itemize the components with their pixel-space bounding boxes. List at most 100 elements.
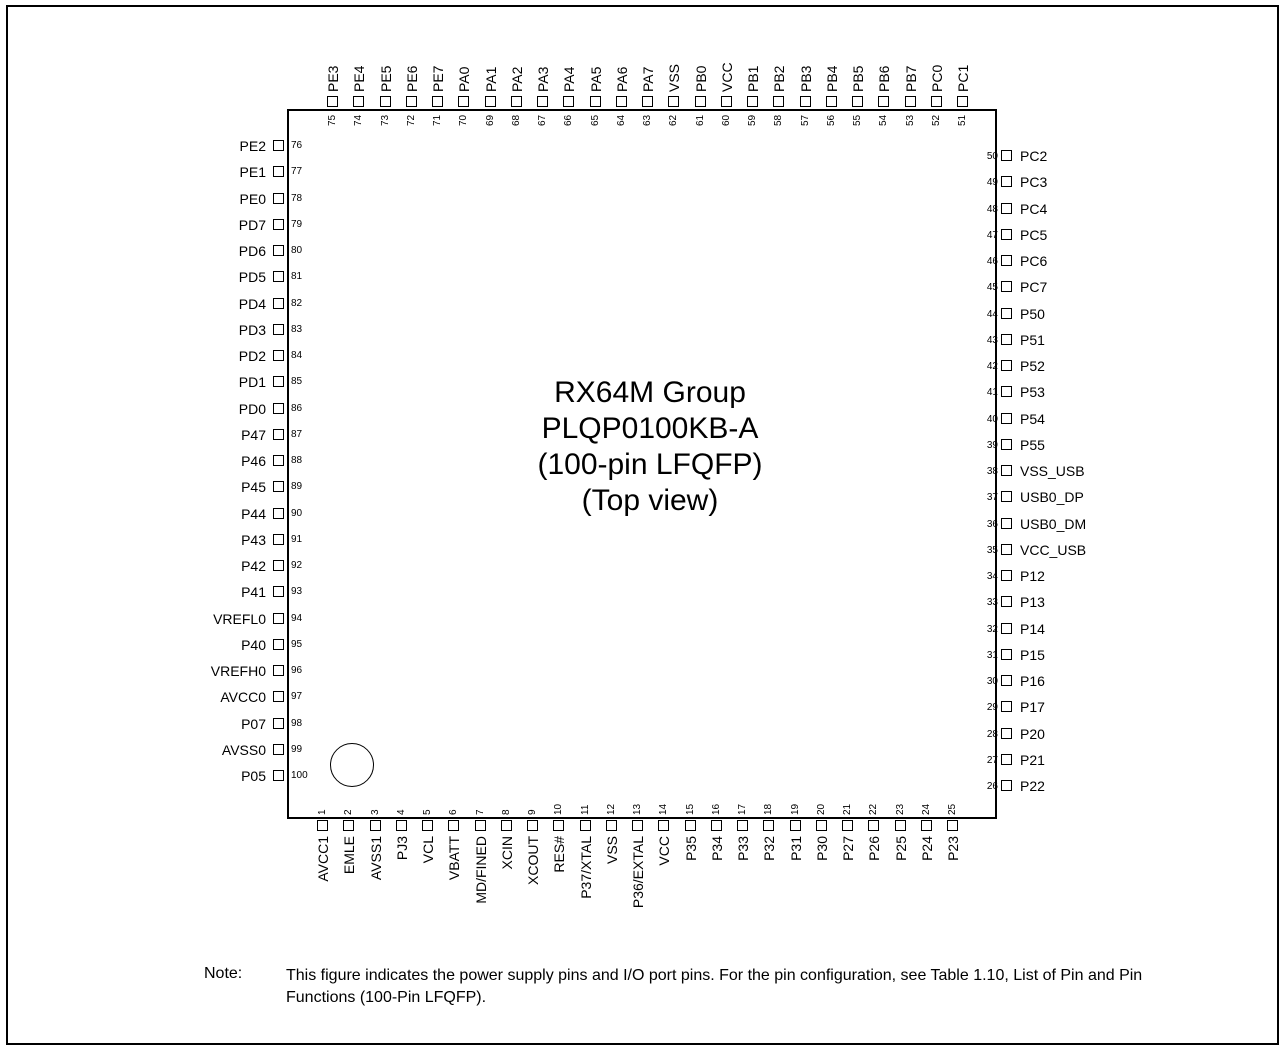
pin-pad-22 <box>868 820 880 831</box>
pin-pad-35 <box>1001 543 1012 555</box>
pin-number-64: 64 <box>615 114 627 126</box>
pin-number-79: 79 <box>291 218 303 230</box>
pin-label-10: RES# <box>551 836 568 873</box>
pin-pad-37 <box>1001 491 1012 503</box>
pin-number-95: 95 <box>291 638 303 650</box>
pin-label-62: VSS <box>666 63 683 92</box>
pin-pad-89 <box>273 481 284 493</box>
pin-pad-83 <box>273 323 284 335</box>
pin-number-4: 4 <box>395 809 407 815</box>
pin-number-84: 84 <box>291 350 303 361</box>
pin-label-95: P40 <box>241 636 266 653</box>
pin-label-66: PA4 <box>561 66 578 92</box>
pin-label-12: VSS <box>603 836 620 865</box>
pin-label-82: PD4 <box>238 295 266 312</box>
pin-label-37: USB0_DP <box>1020 489 1084 506</box>
pin-number-59: 59 <box>747 114 758 126</box>
pin-label-2: EMLE <box>341 836 358 875</box>
pin-pad-33 <box>1001 596 1012 608</box>
pin-number-62: 62 <box>668 114 680 126</box>
pin-label-91: P43 <box>241 531 266 548</box>
pin-label-63: PA7 <box>640 66 656 92</box>
pin-number-80: 80 <box>291 245 303 256</box>
pin-label-75: PE3 <box>325 65 341 92</box>
pin-number-33: 33 <box>986 597 998 609</box>
pin-label-69: PA1 <box>482 66 499 92</box>
pin-number-35: 35 <box>986 544 998 556</box>
pin-number-52: 52 <box>930 114 942 126</box>
pin-pad-63 <box>642 96 653 107</box>
pin-label-87: P47 <box>241 426 266 443</box>
pin-label-41: P53 <box>1020 384 1045 401</box>
pin-number-45: 45 <box>986 282 998 294</box>
title-line-pincount: (100-pin LFQFP) <box>537 448 763 481</box>
pin-pad-62 <box>668 96 680 107</box>
pin-number-7: 7 <box>474 809 486 815</box>
pin-number-74: 74 <box>353 114 365 126</box>
pin-pad-14 <box>658 820 670 831</box>
figure-frame <box>6 5 1279 1045</box>
pin-number-58: 58 <box>773 114 785 126</box>
pin-number-38: 38 <box>986 466 998 477</box>
pin-label-78: PE0 <box>239 190 266 207</box>
pin-pad-9 <box>527 820 538 831</box>
pin-number-90: 90 <box>291 507 303 519</box>
pin-pad-72 <box>405 96 417 107</box>
pin-number-27: 27 <box>986 754 998 766</box>
pin-label-98: P07 <box>241 715 266 732</box>
pin-pad-16 <box>710 820 722 831</box>
pin-pad-28 <box>1001 727 1012 739</box>
pin-label-44: P50 <box>1020 305 1045 322</box>
pin-pad-18 <box>763 820 775 831</box>
pin-label-94: VREFL0 <box>213 610 266 627</box>
pin-number-98: 98 <box>291 717 303 729</box>
pin-number-6: 6 <box>448 809 460 815</box>
pin-pad-69 <box>484 96 496 107</box>
pin-pad-36 <box>1001 517 1012 529</box>
pin-number-23: 23 <box>894 803 906 815</box>
pin-label-50: PC2 <box>1020 148 1048 164</box>
pin-label-84: PD2 <box>238 348 266 364</box>
pin-number-24: 24 <box>920 803 932 815</box>
pin-number-88: 88 <box>291 455 303 466</box>
pin-number-9: 9 <box>527 809 538 815</box>
pin-label-46: PC6 <box>1020 253 1048 269</box>
pin-label-52: PC0 <box>928 64 945 92</box>
pin-label-33: P13 <box>1020 594 1045 611</box>
pin-label-24: P24 <box>918 836 935 861</box>
pin-pad-21 <box>842 820 853 831</box>
pin-label-39: P55 <box>1020 436 1045 453</box>
pin-label-38: VSS_USB <box>1020 463 1085 479</box>
pin-number-78: 78 <box>291 192 303 204</box>
pin-label-100: P05 <box>241 768 266 784</box>
pin-pad-59 <box>747 96 758 107</box>
pin-label-31: P15 <box>1020 646 1045 663</box>
pin-number-41: 41 <box>986 387 998 399</box>
pin-number-67: 67 <box>537 114 548 126</box>
pin-number-61: 61 <box>694 114 706 126</box>
pin-pad-51 <box>957 96 968 107</box>
pin-pad-24 <box>920 820 932 831</box>
pin-label-21: P27 <box>840 836 856 861</box>
pin-number-14: 14 <box>658 803 670 815</box>
pin-pad-87 <box>273 428 284 440</box>
pin-number-94: 94 <box>291 612 303 624</box>
pin-pad-6 <box>448 820 460 831</box>
note-label: Note: <box>204 965 243 982</box>
pin-number-63: 63 <box>642 114 653 126</box>
pin-pad-80 <box>273 245 284 256</box>
pin-label-96: VREFH0 <box>210 663 266 679</box>
pin-label-57: PB3 <box>797 65 814 92</box>
pin-number-73: 73 <box>379 114 391 126</box>
pin-label-1: AVCC1 <box>315 836 331 882</box>
pin-pad-19 <box>789 820 801 831</box>
pin-label-55: PB5 <box>850 65 866 92</box>
pin-label-29: P17 <box>1020 699 1045 716</box>
pin-number-18: 18 <box>763 803 775 815</box>
pin-pad-90 <box>273 507 284 519</box>
pin-number-34: 34 <box>986 571 998 582</box>
pin-label-32: P14 <box>1020 620 1045 637</box>
pin-label-43: P51 <box>1020 331 1045 348</box>
pin-label-77: PE1 <box>239 164 266 181</box>
pin-pad-41 <box>1001 386 1012 398</box>
